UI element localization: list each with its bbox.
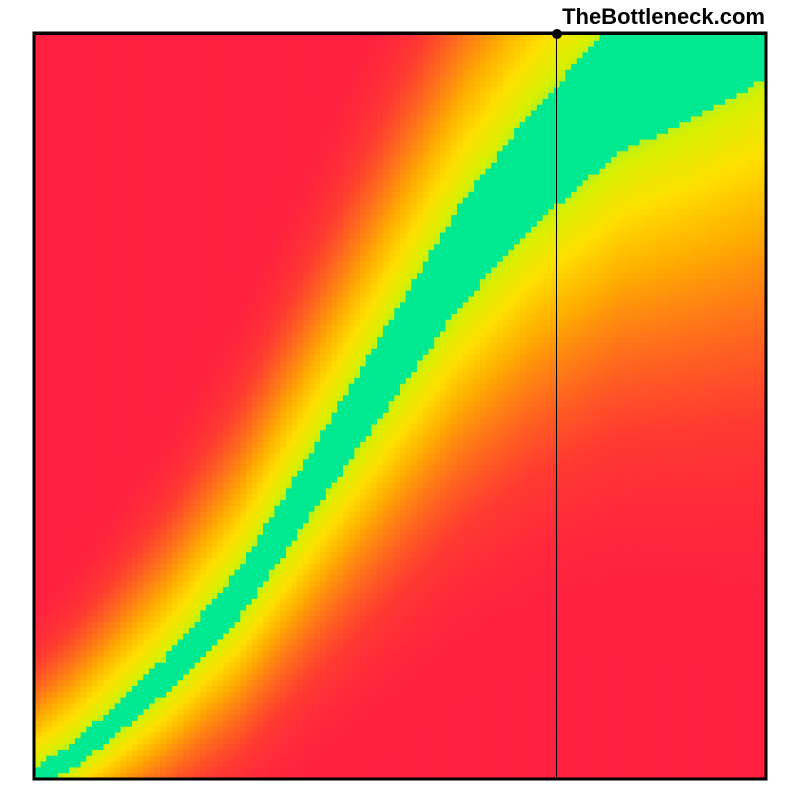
vertical-crosshair bbox=[556, 34, 557, 778]
crosshair-point bbox=[552, 29, 562, 39]
watermark-text: TheBottleneck.com bbox=[562, 4, 765, 30]
chart-container: TheBottleneck.com bbox=[0, 0, 800, 800]
horizontal-crosshair bbox=[35, 34, 765, 35]
heatmap-canvas bbox=[0, 0, 800, 800]
